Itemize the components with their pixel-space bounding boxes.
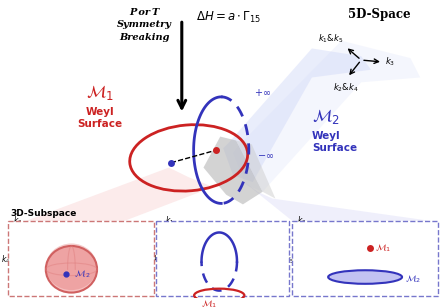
Polygon shape xyxy=(26,168,213,221)
FancyBboxPatch shape xyxy=(292,221,438,296)
Text: $\mathcal{M}_2$: $\mathcal{M}_2$ xyxy=(70,268,91,280)
Text: $\mathcal{M}_2$: $\mathcal{M}_2$ xyxy=(312,107,340,126)
Text: $k_3$: $k_3$ xyxy=(385,56,395,68)
Ellipse shape xyxy=(328,270,402,284)
Text: $-\infty$: $-\infty$ xyxy=(257,150,274,160)
Text: 5D-Space: 5D-Space xyxy=(348,8,410,21)
Text: $k_1$: $k_1$ xyxy=(165,214,174,227)
Text: P or T
Symmetry
Breaking: P or T Symmetry Breaking xyxy=(117,8,172,42)
Text: $k_3$: $k_3$ xyxy=(193,227,202,240)
Text: $k_2$&$k_4$: $k_2$&$k_4$ xyxy=(333,81,358,94)
Text: Weyl
Surface: Weyl Surface xyxy=(77,107,123,129)
Text: Weyl
Surface: Weyl Surface xyxy=(312,131,357,153)
Text: $\Delta H = a \cdot \Gamma_{15}$: $\Delta H = a \cdot \Gamma_{15}$ xyxy=(196,10,261,25)
Ellipse shape xyxy=(46,243,97,290)
Text: $k_3$: $k_3$ xyxy=(13,214,22,227)
Polygon shape xyxy=(236,140,275,199)
Text: $k_2$: $k_2$ xyxy=(41,227,50,240)
Text: $k_3$: $k_3$ xyxy=(297,214,306,227)
Polygon shape xyxy=(233,41,420,192)
Text: $\mathcal{M}_1$: $\mathcal{M}_1$ xyxy=(86,83,114,102)
Text: $k_5$: $k_5$ xyxy=(285,254,294,266)
Text: $k_1$&$k_5$: $k_1$&$k_5$ xyxy=(318,32,344,45)
Text: $\mathcal{M}_2$: $\mathcal{M}_2$ xyxy=(404,273,421,285)
FancyBboxPatch shape xyxy=(156,221,289,296)
Polygon shape xyxy=(223,48,371,182)
Text: $+\infty$: $+\infty$ xyxy=(254,87,271,98)
FancyBboxPatch shape xyxy=(8,221,154,296)
Text: 3D-Subspace: 3D-Subspace xyxy=(10,209,77,218)
Text: $k_4$: $k_4$ xyxy=(1,254,10,266)
Text: $\mathcal{M}_1$: $\mathcal{M}_1$ xyxy=(375,242,391,254)
Polygon shape xyxy=(203,136,263,205)
Text: $k_2$: $k_2$ xyxy=(153,254,162,266)
Text: $k_1$: $k_1$ xyxy=(325,227,334,240)
Text: $+\infty$: $+\infty$ xyxy=(239,221,253,232)
Polygon shape xyxy=(238,177,430,221)
Text: $\mathcal{M}_1$: $\mathcal{M}_1$ xyxy=(202,298,217,308)
Ellipse shape xyxy=(46,246,97,293)
